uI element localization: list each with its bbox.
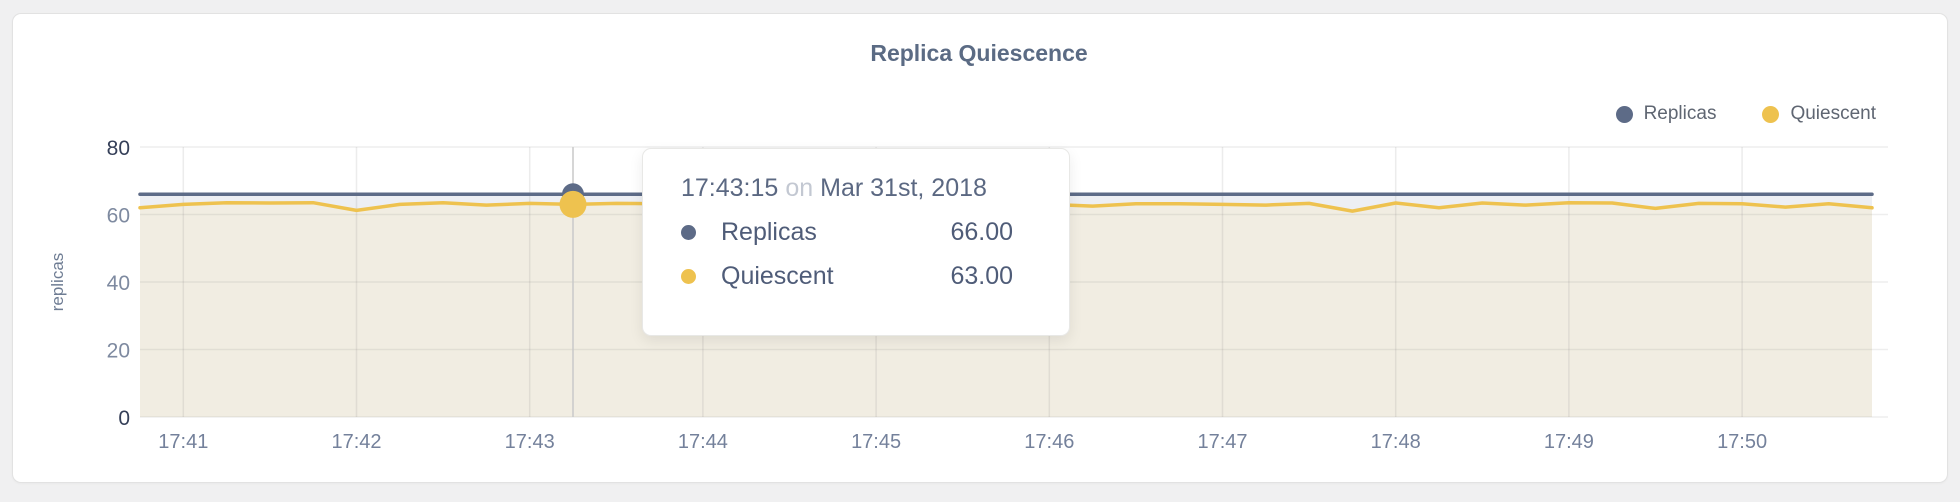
y-axis-tick-label: 20 (107, 340, 130, 363)
tooltip-row-replicas: Replicas 66.00 (681, 218, 1013, 247)
tooltip-date: Mar 31st, 2018 (820, 174, 987, 202)
quiescent-series-dot-icon (681, 269, 696, 284)
x-axis-tick-label: 17:49 (1544, 431, 1594, 453)
tooltip-time: 17:43:15 (681, 174, 779, 202)
chart-tooltip: 17:43:15 on Mar 31st, 2018 Replicas 66.00 … (642, 148, 1070, 336)
tooltip-quiescent-label: Quiescent (721, 262, 834, 290)
x-axis-tick-label: 17:42 (331, 431, 381, 453)
legend-label-replicas: Replicas (1643, 103, 1717, 124)
hover-point-quiescent[interactable] (559, 190, 587, 218)
x-axis-tick-label: 17:47 (1197, 431, 1247, 453)
y-axis-tick-label: 60 (107, 205, 130, 228)
replicas-legend-dot-icon (1615, 105, 1633, 123)
y-axis-tick-label: 80 (107, 137, 130, 160)
chart-title: Replica Quiescence (870, 40, 1088, 66)
legend-item-replicas[interactable]: Replicas (1615, 103, 1717, 125)
x-axis-tick-label: 17:44 (678, 431, 728, 453)
x-axis-tick-label: 17:48 (1371, 431, 1421, 453)
y-axis-tick-label: 0 (118, 407, 130, 430)
tooltip-connector: on (785, 174, 814, 202)
tooltip-replicas-label: Replicas (721, 218, 817, 246)
x-axis-tick-label: 17:45 (851, 431, 901, 453)
y-axis-title: replicas (48, 253, 67, 312)
tooltip-row-quiescent: Quiescent 63.00 (681, 262, 1013, 291)
tooltip-quiescent-value: 63.00 (950, 262, 1013, 290)
x-axis-tick-label: 17:43 (505, 431, 555, 453)
x-axis-tick-label: 17:50 (1717, 431, 1767, 453)
quiescent-legend-dot-icon (1762, 105, 1780, 123)
tooltip-timestamp: 17:43:15 on Mar 31st, 2018 (681, 174, 1013, 203)
legend-label-quiescent: Quiescent (1790, 103, 1876, 124)
chart-legend: Replicas Quiescent (1615, 103, 1876, 125)
replicas-series-dot-icon (681, 225, 696, 240)
x-axis-tick-label: 17:41 (158, 431, 208, 453)
y-axis-tick-label: 40 (107, 272, 130, 295)
tooltip-replicas-value: 66.00 (950, 218, 1013, 246)
x-axis-tick-label: 17:46 (1024, 431, 1074, 453)
legend-item-quiescent[interactable]: Quiescent (1762, 103, 1876, 125)
